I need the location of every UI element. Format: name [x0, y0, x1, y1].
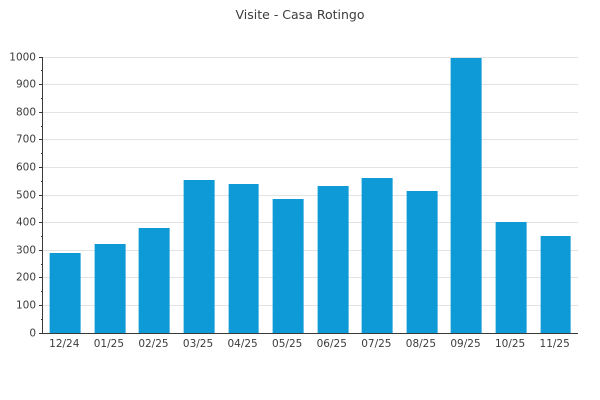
x-tick-label: 06/25: [316, 338, 347, 350]
bars-layer: [43, 57, 578, 333]
y-gridline: [43, 304, 578, 306]
y-major-tick: [39, 194, 43, 196]
y-major-tick: [39, 332, 43, 334]
y-minor-tick: [40, 97, 43, 99]
bar-03/25: [183, 180, 215, 333]
x-axis-labels: 12/24 01/25 02/25 03/25 04/25 05/25 06/25 07/25…: [42, 338, 577, 350]
bar-slot: [132, 57, 177, 333]
x-tick-label: 07/25: [361, 338, 392, 350]
bar-10/25: [495, 221, 527, 333]
bar-slot: [177, 57, 222, 333]
bar-12/24: [49, 252, 81, 333]
bar-slot: [400, 57, 445, 333]
bar-09/25: [451, 58, 482, 333]
y-major-tick: [39, 222, 43, 224]
y-tick-label: 100: [15, 299, 36, 312]
y-gridline: [43, 139, 578, 141]
y-tick-label: 500: [15, 188, 36, 201]
bar-slot: [88, 57, 133, 333]
y-minor-tick: [40, 70, 43, 72]
bar-slot: [43, 57, 88, 333]
y-major-tick: [39, 304, 43, 306]
y-major-tick: [39, 277, 43, 279]
y-gridline: [43, 249, 578, 251]
y-major-tick: [39, 84, 43, 86]
bar-slot: [266, 57, 311, 333]
bar-05/25: [272, 198, 304, 333]
bar-slot: [355, 57, 400, 333]
chart-title: Visite - Casa Rotingo: [235, 7, 365, 22]
y-minor-tick: [40, 263, 43, 265]
y-gridline: [43, 194, 578, 196]
y-gridline: [43, 111, 578, 113]
bar-02/25: [139, 227, 170, 333]
bar-slot: [489, 57, 534, 333]
y-minor-tick: [40, 125, 43, 127]
bar-01/25: [94, 243, 126, 333]
x-tick-label: 11/25: [539, 338, 570, 350]
bar-08/25: [406, 190, 438, 333]
y-minor-tick: [40, 208, 43, 210]
bar-slot: [533, 57, 578, 333]
y-gridline: [43, 166, 578, 168]
y-tick-label: 200: [15, 271, 36, 284]
y-minor-tick: [40, 180, 43, 182]
x-tick-label: 10/25: [494, 338, 526, 350]
x-tick-label: 01/25: [93, 338, 124, 350]
y-major-tick: [39, 166, 43, 168]
y-major-tick: [39, 139, 43, 141]
bar-11/25: [540, 236, 572, 333]
y-major-tick: [39, 111, 43, 113]
y-minor-tick: [40, 318, 43, 320]
y-gridline: [43, 277, 578, 279]
x-tick-label: 02/25: [138, 338, 169, 350]
y-major-tick: [39, 56, 43, 58]
y-tick-label: 800: [15, 105, 36, 118]
bar-slot: [221, 57, 266, 333]
y-tick-label: 600: [15, 161, 36, 174]
bar-06/25: [317, 186, 349, 333]
y-tick-label: 0: [29, 326, 36, 339]
y-gridline: [43, 84, 578, 86]
x-tick-label: 03/25: [182, 338, 214, 350]
bar-07/25: [361, 178, 393, 333]
y-tick-label: 300: [15, 243, 36, 256]
y-gridline: [43, 222, 578, 224]
x-tick-label: 04/25: [227, 338, 258, 350]
y-tick-label: 700: [15, 133, 36, 146]
y-tick-label: 400: [15, 216, 36, 229]
y-minor-tick: [40, 153, 43, 155]
x-tick-label: 09/25: [450, 338, 481, 350]
y-major-tick: [39, 249, 43, 251]
bar-04/25: [228, 183, 259, 333]
bar-slot: [310, 57, 355, 333]
y-minor-tick: [40, 291, 43, 293]
x-tick-label: 08/25: [405, 338, 437, 350]
x-tick-label: 12/24: [49, 338, 80, 350]
bar-slot: [444, 57, 489, 333]
plot-area: 0 100 200 300 400 500 600 700 800 900 1000: [9, 52, 578, 338]
y-tick-label: 900: [15, 78, 36, 91]
y-minor-tick: [40, 235, 43, 237]
x-tick-label: 05/25: [272, 338, 303, 350]
y-gridline: [43, 56, 578, 58]
y-tick-label: 1000: [9, 50, 36, 63]
